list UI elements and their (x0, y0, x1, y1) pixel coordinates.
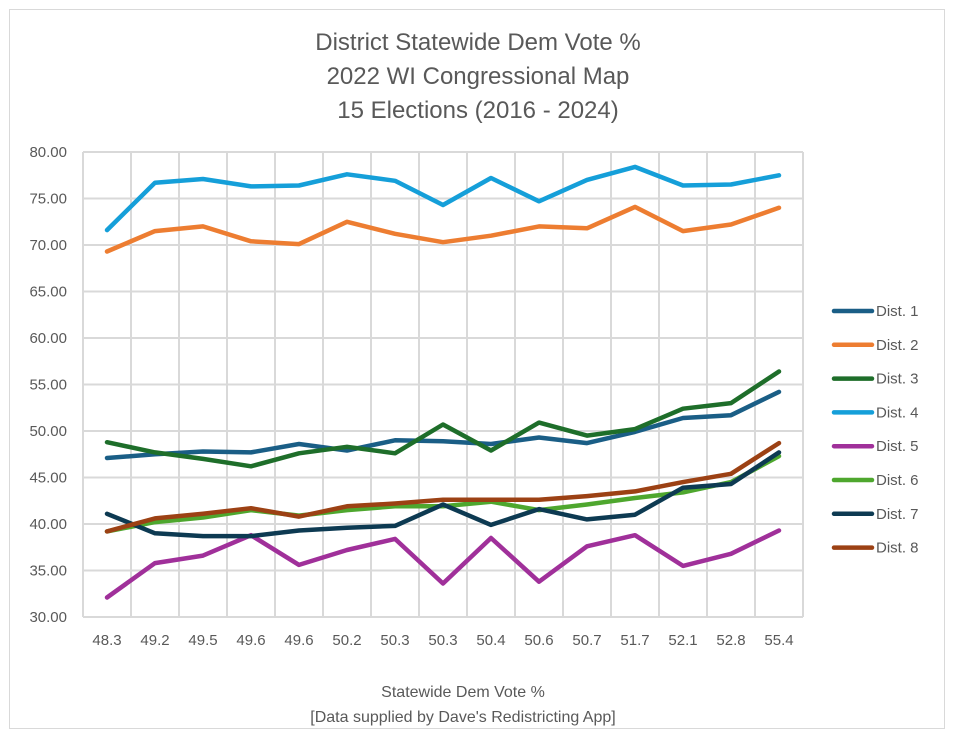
series-lines (104, 164, 782, 600)
x-tick-label: 50.2 (332, 632, 361, 649)
y-tick-label: 45.00 (29, 470, 67, 487)
x-tick-label: 49.2 (140, 632, 169, 649)
chart-title: District Statewide Dem Vote % 2022 WI Co… (315, 29, 640, 124)
x-tick-label: 51.7 (620, 632, 649, 649)
y-tick-label: 35.00 (29, 563, 67, 580)
y-tick-label: 80.00 (29, 144, 67, 161)
legend-item: Dist. 8 (831, 540, 919, 557)
x-axis-title: Statewide Dem Vote % [Data supplied by D… (310, 684, 615, 726)
legend-label: Dist. 5 (876, 438, 919, 455)
x-tick-label: 50.3 (380, 632, 409, 649)
legend-item: Dist. 6 (831, 472, 919, 489)
series-dist-3 (104, 369, 782, 469)
series-dist-4 (104, 164, 782, 233)
x-tick-label: 55.4 (764, 632, 793, 649)
y-tick-label: 65.00 (29, 284, 67, 301)
gridlines (82, 151, 804, 618)
legend-label: Dist. 4 (876, 404, 919, 421)
series-dist-6 (104, 453, 782, 534)
legend-label: Dist. 7 (876, 506, 919, 523)
legend-item: Dist. 1 (831, 303, 919, 320)
legend: Dist. 1 Dist. 2 Dist. 3 Dist. 4 Dist. 5 Dist.… (831, 303, 919, 557)
series-dist-7 (104, 450, 782, 539)
legend-label: Dist. 6 (876, 472, 919, 489)
series-dist-2 (104, 204, 782, 254)
chart-area (9, 9, 945, 729)
y-tick-label: 60.00 (29, 330, 67, 347)
legend-label: Dist. 1 (876, 303, 919, 320)
x-tick-label: 49.5 (188, 632, 217, 649)
x-tick-label: 52.8 (716, 632, 745, 649)
x-tick-label: 50.3 (428, 632, 457, 649)
chart-title-line-2: 2022 WI Congressional Map (327, 63, 630, 90)
x-axis-title-line-2: [Data supplied by Dave's Redistricting A… (310, 709, 615, 726)
y-tick-label: 30.00 (29, 609, 67, 626)
legend-item: Dist. 3 (831, 371, 919, 388)
x-tick-label: 50.7 (572, 632, 601, 649)
series-dist-5 (104, 528, 782, 600)
x-axis-tick-labels: 48.3 49.2 49.5 49.6 49.6 50.2 50.3 50.3 50.4 50.6… (92, 632, 793, 649)
legend-item: Dist. 7 (831, 506, 919, 523)
legend-label: Dist. 2 (876, 337, 919, 354)
y-tick-label: 55.00 (29, 377, 67, 394)
legend-label: Dist. 8 (876, 540, 919, 557)
series-line (104, 453, 782, 534)
series-dist-8 (104, 440, 782, 534)
x-tick-label: 52.1 (668, 632, 697, 649)
chart-title-line-3: 15 Elections (2016 - 2024) (337, 97, 619, 124)
y-tick-label: 40.00 (29, 516, 67, 533)
chart-title-line-1: District Statewide Dem Vote % (315, 29, 640, 56)
x-tick-label: 50.4 (476, 632, 505, 649)
legend-item: Dist. 5 (831, 438, 919, 455)
y-tick-label: 50.00 (29, 423, 67, 440)
x-tick-label: 50.6 (524, 632, 553, 649)
legend-item: Dist. 2 (831, 337, 919, 354)
y-tick-label: 75.00 (29, 191, 67, 208)
series-line (104, 528, 782, 600)
y-tick-label: 70.00 (29, 237, 67, 254)
x-tick-label: 49.6 (236, 632, 265, 649)
legend-label: Dist. 3 (876, 371, 919, 388)
legend-item: Dist. 4 (831, 404, 919, 421)
x-tick-label: 48.3 (92, 632, 121, 649)
x-axis-title-line-1: Statewide Dem Vote % (381, 684, 545, 701)
x-tick-label: 49.6 (284, 632, 313, 649)
y-axis-tick-labels: 30.00 35.00 40.00 45.00 50.00 55.00 60.00 65.00… (29, 144, 67, 626)
series-dist-1 (104, 389, 782, 461)
